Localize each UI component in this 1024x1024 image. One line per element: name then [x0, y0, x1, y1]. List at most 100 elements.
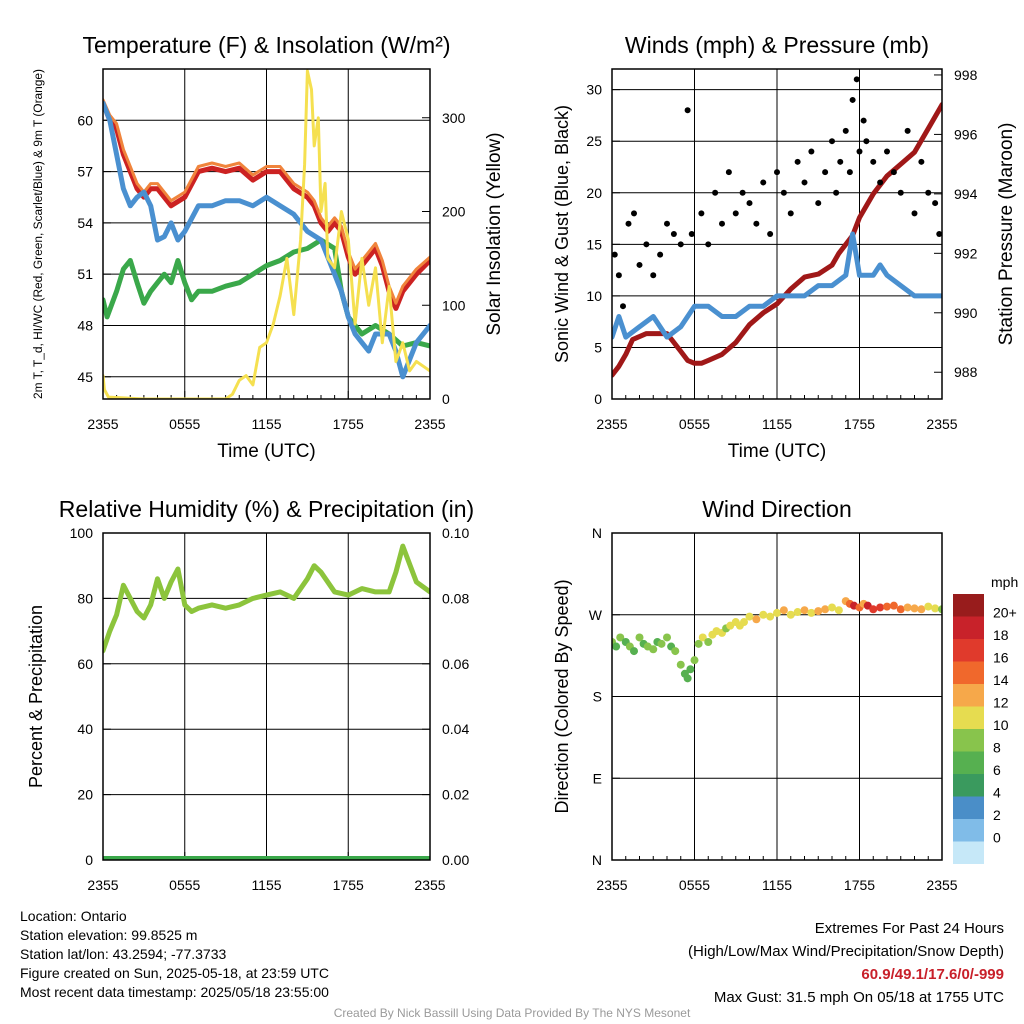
- x-tick-label: 2355: [596, 416, 627, 432]
- gust-point: [657, 251, 664, 258]
- gust-point: [615, 272, 622, 279]
- legend-swatch: [953, 751, 984, 774]
- panel-title: Relative Humidity (%) & Precipitation (i…: [59, 496, 474, 522]
- gust-point: [860, 117, 867, 124]
- y-tick-label: 25: [586, 133, 602, 149]
- temperature-panel: Temperature (F) & Insolation (W/m²) 2355 0…: [33, 32, 505, 462]
- wind_speed-line: [612, 231, 942, 340]
- gust-point: [877, 179, 884, 186]
- direction-point: [876, 603, 885, 612]
- plot-frame: [102, 532, 431, 861]
- legend-label: 10: [993, 717, 1009, 733]
- direction-point: [663, 633, 671, 642]
- rh-line: [103, 543, 430, 654]
- gust-point: [746, 200, 753, 207]
- gust-point: [774, 169, 780, 176]
- gust-point: [620, 303, 626, 310]
- gust-point: [911, 210, 918, 217]
- y2-tick-label: 988: [954, 364, 978, 380]
- gust-point: [780, 189, 787, 196]
- x-tick-label: 1155: [251, 416, 281, 432]
- direction-point: [690, 656, 699, 665]
- x-tick-label: 2355: [87, 416, 118, 432]
- legend-swatch: [953, 729, 984, 752]
- extremes-info: Extremes For Past 24 Hours (High/Low/Max…: [688, 917, 1004, 1009]
- panel-title: Temperature (F) & Insolation (W/m²): [82, 32, 450, 58]
- legend-label: 12: [993, 694, 1009, 710]
- y2-tick-label: 0.00: [442, 852, 469, 868]
- direction-point: [676, 660, 685, 669]
- y-axis-label: Percent & Precipitation: [26, 605, 46, 788]
- gust-point: [719, 220, 725, 227]
- x-tick-label: 0555: [169, 416, 200, 432]
- y-tick-label: 10: [586, 288, 602, 304]
- y-tick-label: 5: [594, 339, 602, 355]
- legend-swatch: [953, 774, 984, 797]
- direction-point: [657, 639, 666, 648]
- created-text: Figure created on Sun, 2025-05-18, at 23…: [20, 965, 329, 981]
- legend-label: 6: [993, 762, 1001, 778]
- x-tick-label: 2355: [926, 877, 957, 893]
- legend-label: 2: [993, 807, 1001, 823]
- panel-title: Wind Direction: [702, 496, 852, 522]
- direction-point: [612, 642, 621, 651]
- x-tick-label: 2355: [87, 877, 118, 893]
- y-tick-label: 45: [77, 369, 93, 385]
- direction-point: [740, 618, 748, 627]
- legend-swatch: [953, 796, 984, 819]
- legend-label: 8: [993, 739, 1001, 755]
- gust-point: [808, 148, 815, 155]
- direction-point: [698, 633, 707, 642]
- direction-point: [786, 610, 795, 619]
- direction-point: [759, 610, 768, 619]
- x-tick-label: 2355: [414, 416, 445, 432]
- direction-point: [938, 605, 942, 614]
- y2-tick-label: 100: [442, 297, 466, 313]
- gust-point: [870, 158, 877, 165]
- gust-point: [787, 210, 794, 217]
- gust-point: [853, 76, 860, 83]
- y2-tick-label: 0.08: [442, 590, 469, 606]
- direction-point: [828, 603, 836, 612]
- x-tick-label: 1755: [333, 416, 364, 432]
- y2-tick-label: 996: [954, 126, 978, 142]
- gust-point: [925, 189, 932, 196]
- y-tick-label: 57: [77, 164, 93, 180]
- humidity-precip-panel: Relative Humidity (%) & Precipitation (i…: [26, 496, 474, 893]
- direction-point: [671, 647, 680, 656]
- gust-point: [829, 138, 835, 145]
- gust-point: [936, 231, 942, 237]
- plot-area: [103, 69, 430, 399]
- direction-point: [773, 608, 781, 617]
- winds-pressure-panel: Winds (mph) & Pressure (mb) 2355 0555 1155 1…: [552, 32, 1017, 462]
- gust-point: [631, 210, 637, 217]
- y2-tick-label: 990: [954, 305, 978, 321]
- y-tick-label: N: [592, 852, 602, 868]
- x-tick-label: 2355: [926, 416, 957, 432]
- x-tick-label: 1155: [762, 877, 792, 893]
- gust-point: [904, 127, 911, 134]
- legend-swatch: [953, 661, 984, 684]
- gust-point: [767, 231, 774, 237]
- plot-frame: [611, 68, 943, 400]
- legend-swatch: [953, 841, 984, 864]
- x-axis-label: Time (UTC): [217, 441, 316, 462]
- x-axis-label: Time (UTC): [728, 441, 827, 462]
- y-tick-label: 20: [77, 787, 93, 803]
- legend-swatch: [953, 684, 984, 707]
- plot-frame: [611, 532, 943, 861]
- solar-line: [103, 69, 430, 399]
- legend-swatch: [953, 594, 984, 617]
- legend-label: 0: [993, 829, 1001, 845]
- direction-point: [683, 674, 692, 683]
- y-tick-label: W: [589, 607, 603, 623]
- gust-point: [677, 241, 684, 248]
- gust-point: [884, 148, 890, 155]
- x-tick-label: 1155: [251, 877, 281, 893]
- y-tick-label: 30: [586, 82, 602, 98]
- extremes-heading: Extremes For Past 24 Hours: [814, 920, 1004, 937]
- gust-point: [897, 189, 904, 196]
- location-text: Location: Ontario: [20, 908, 127, 924]
- gust-point: [725, 169, 732, 176]
- direction-point: [903, 603, 912, 612]
